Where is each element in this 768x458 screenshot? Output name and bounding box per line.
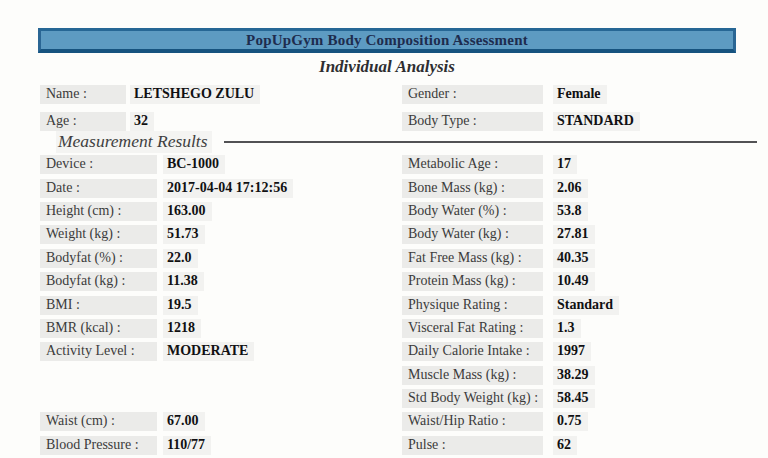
field-label: Body Type : (402, 112, 543, 131)
report-title-bar: PopUpGym Body Composition Assessment (38, 28, 736, 53)
field-value: BC-1000 (163, 155, 225, 174)
field-value: 32 (130, 112, 154, 131)
field-value: LETSHEGO ZULU (130, 85, 260, 104)
data-row: Metabolic Age : 17 (402, 153, 619, 176)
field-value: MODERATE (163, 342, 254, 361)
data-row: Device : BC-1000 (40, 153, 293, 176)
report-title: PopUpGym Body Composition Assessment (246, 32, 528, 49)
field-value: 62 (553, 436, 577, 455)
field-label: Protein Mass (kg) : (402, 272, 543, 291)
measurements-left-bottom-group: Waist (cm) : 67.00 Blood Pressure : 110/77 (40, 410, 211, 457)
field-value: 1.3 (553, 319, 581, 338)
field-value: Standard (553, 296, 619, 315)
field-value: 67.00 (163, 412, 205, 431)
field-value: 10.49 (553, 272, 595, 291)
field-label: Visceral Fat Rating : (402, 319, 543, 338)
section-title: Measurement Results (56, 131, 212, 153)
field-label: Age : (40, 112, 126, 131)
data-row: Waist/Hip Ratio : 0.75 (402, 410, 619, 433)
field-value: Female (553, 85, 607, 104)
field-value: 163.00 (163, 202, 212, 221)
data-row: BMR (kcal) : 1218 (40, 317, 293, 340)
report-subtitle: Individual Analysis (38, 57, 736, 77)
field-label: Date : (40, 179, 157, 198)
field-label: Gender : (402, 85, 543, 104)
field-value: 17 (553, 155, 577, 174)
field-label: Height (cm) : (40, 202, 157, 221)
data-row: Std Body Weight (kg) : 58.45 (402, 387, 619, 410)
data-row: Bodyfat (kg) : 11.38 (40, 270, 293, 293)
field-value: STANDARD (553, 112, 640, 131)
data-row: Bone Mass (kg) : 2.06 (402, 176, 619, 199)
field-value: 58.45 (553, 389, 595, 408)
data-row: Height (cm) : 163.00 (40, 200, 293, 223)
field-value: 2017-04-04 17:12:56 (163, 179, 293, 198)
data-row: Activity Level : MODERATE (40, 340, 293, 363)
data-row: BMI : 19.5 (40, 293, 293, 316)
field-label: Body Water (kg) : (402, 225, 543, 244)
field-label: Waist (cm) : (40, 412, 157, 431)
data-row: Bodyfat (%) : 22.0 (40, 247, 293, 270)
field-value: 1218 (163, 319, 201, 338)
field-label: Name : (40, 85, 126, 104)
measurements-right-column: Metabolic Age : 17 Bone Mass (kg) : 2.06 Bod… (402, 153, 619, 457)
data-row: Date : 2017-04-04 17:12:56 (40, 176, 293, 199)
data-row: Body Water (%) : 53.8 (402, 200, 619, 223)
field-value: 11.38 (163, 272, 204, 291)
field-label: Bodyfat (kg) : (40, 272, 157, 291)
data-row: Protein Mass (kg) : 10.49 (402, 270, 619, 293)
data-row: Blood Pressure : 110/77 (40, 433, 211, 456)
field-label: Weight (kg) : (40, 225, 157, 244)
field-value: 110/77 (163, 436, 211, 455)
field-label: Activity Level : (40, 342, 157, 361)
field-value: 27.81 (553, 225, 595, 244)
field-value: 22.0 (163, 249, 198, 268)
field-label: Physique Rating : (402, 296, 543, 315)
field-label: BMR (kcal) : (40, 319, 157, 338)
field-label: Body Water (%) : (402, 202, 543, 221)
data-row: Visceral Fat Rating : 1.3 (402, 317, 619, 340)
field-value: 19.5 (163, 296, 198, 315)
field-value: 40.35 (553, 249, 595, 268)
data-row: Daily Calorie Intake : 1997 (402, 340, 619, 363)
field-label: Blood Pressure : (40, 436, 157, 455)
field-label: Daily Calorie Intake : (402, 342, 543, 361)
field-value: 2.06 (553, 179, 588, 198)
field-label: Waist/Hip Ratio : (402, 412, 543, 431)
field-label: Device : (40, 155, 157, 174)
field-label: Bone Mass (kg) : (402, 179, 543, 198)
field-value: 53.8 (553, 202, 588, 221)
profile-left-column: Name :LETSHEGO ZULUAge :32 (40, 81, 260, 135)
field-value: 38.29 (553, 366, 595, 385)
field-label: Pulse : (402, 436, 543, 455)
field-label: Fat Free Mass (kg) : (402, 249, 543, 268)
data-row: Waist (cm) : 67.00 (40, 410, 211, 433)
field-value: 0.75 (553, 412, 588, 431)
section-rule-line (224, 141, 757, 143)
measurements-left-column: Device : BC-1000 Date : 2017-04-04 17:12:56… (40, 153, 293, 364)
field-label: BMI : (40, 296, 157, 315)
data-row: Gender : Female (402, 81, 640, 108)
data-row: Body Water (kg) : 27.81 (402, 223, 619, 246)
data-row: Weight (kg) : 51.73 (40, 223, 293, 246)
data-row: Name :LETSHEGO ZULU (40, 81, 260, 108)
profile-right-column: Gender : Female Body Type : STANDARD (402, 81, 640, 135)
field-value: 1997 (553, 342, 591, 361)
field-value: 51.73 (163, 225, 205, 244)
field-label: Bodyfat (%) : (40, 249, 157, 268)
data-row: Pulse : 62 (402, 434, 619, 457)
data-row: Physique Rating : Standard (402, 293, 619, 316)
section-measurement-results: Measurement Results (56, 131, 757, 153)
data-row: Fat Free Mass (kg) : 40.35 (402, 247, 619, 270)
data-row: Muscle Mass (kg) : 38.29 (402, 364, 619, 387)
field-label: Metabolic Age : (402, 155, 543, 174)
field-label: Std Body Weight (kg) : (402, 389, 543, 408)
field-label: Muscle Mass (kg) : (402, 366, 543, 385)
